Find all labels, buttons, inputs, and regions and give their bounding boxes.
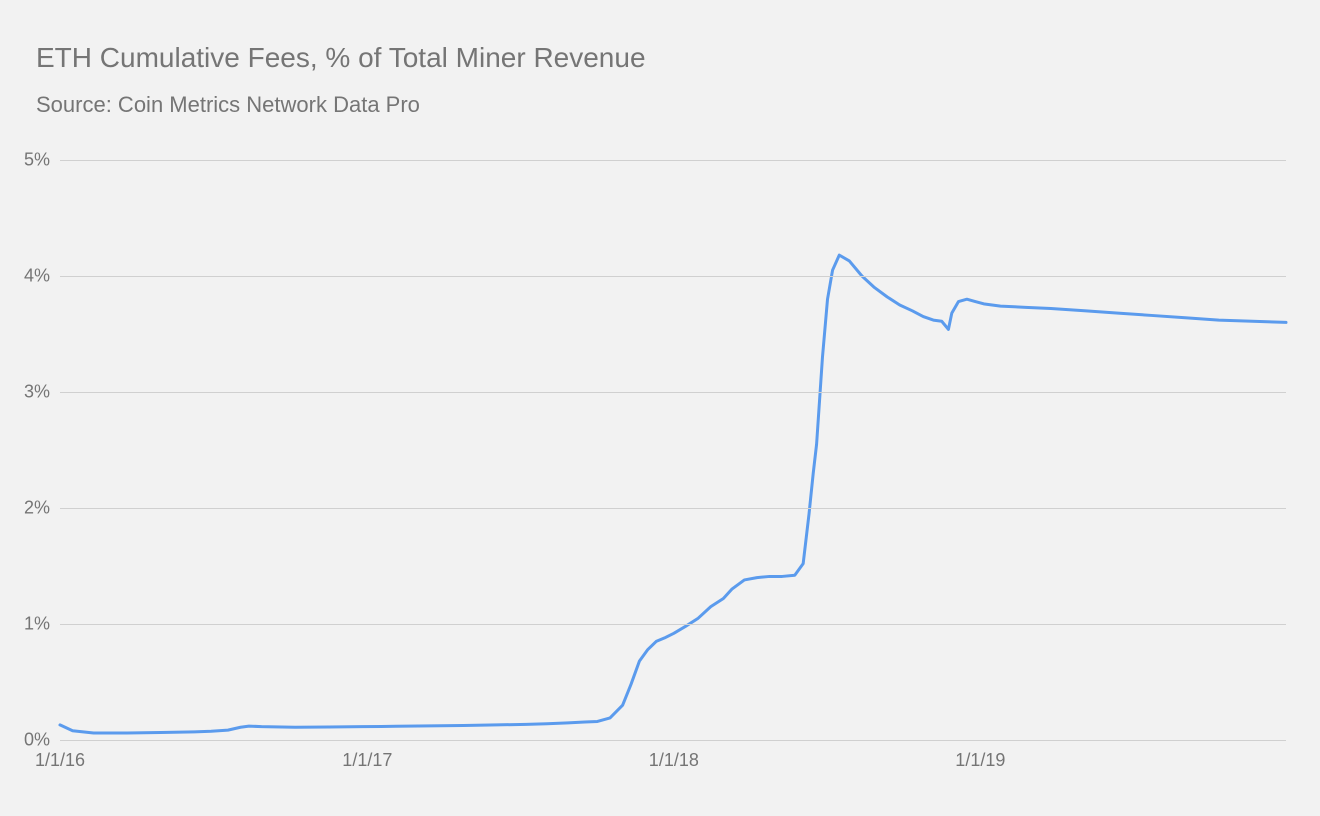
y-axis-label: 0% (24, 730, 50, 751)
x-axis-label: 1/1/18 (649, 750, 699, 771)
x-axis-label: 1/1/17 (342, 750, 392, 771)
gridline (60, 276, 1286, 277)
gridline (60, 740, 1286, 741)
y-axis-label: 3% (24, 382, 50, 403)
x-axis-label: 1/1/16 (35, 750, 85, 771)
gridline (60, 624, 1286, 625)
data-line (60, 255, 1286, 733)
y-axis-label: 1% (24, 614, 50, 635)
line-series (60, 160, 1286, 740)
chart-container: ETH Cumulative Fees, % of Total Miner Re… (0, 0, 1320, 816)
x-axis-label: 1/1/19 (955, 750, 1005, 771)
chart-title: ETH Cumulative Fees, % of Total Miner Re… (36, 42, 646, 74)
chart-subtitle: Source: Coin Metrics Network Data Pro (36, 92, 420, 118)
gridline (60, 160, 1286, 161)
plot-area: 0%1%2%3%4%5%1/1/161/1/171/1/181/1/19 (60, 160, 1286, 740)
y-axis-label: 4% (24, 266, 50, 287)
gridline (60, 508, 1286, 509)
y-axis-label: 5% (24, 150, 50, 171)
gridline (60, 392, 1286, 393)
y-axis-label: 2% (24, 498, 50, 519)
